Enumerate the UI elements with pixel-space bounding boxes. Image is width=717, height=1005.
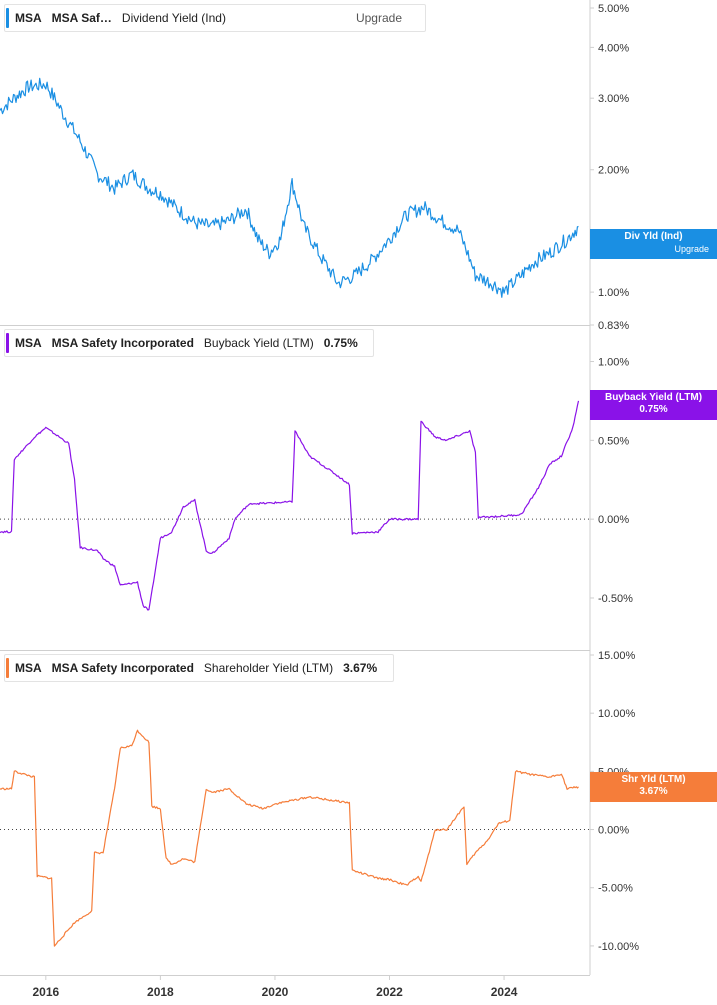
y-tick-label: 2.00% [598,165,629,177]
y-tick-label: 5.00% [598,3,629,15]
tag-label: Buyback Yield (LTM) [604,392,703,403]
series-line [0,77,579,298]
y-tick-label: -5.00% [598,883,633,895]
x-tick-label: 2022 [376,985,403,999]
tag-dividend-yield: Div Yld (Ind) Upgrade [590,229,717,259]
series-line [0,400,580,611]
legend-shareholder-yield[interactable]: MSA MSA Safety Incorporated Shareholder … [4,654,394,682]
y-tick-label: 1.00% [598,287,629,299]
tag-label: Shr Yld (LTM) [621,774,686,785]
tag-value: 0.75% [639,404,668,415]
legend-buyback-yield[interactable]: MSA MSA Safety Incorporated Buyback Yiel… [4,329,374,357]
x-tick-label: 2020 [262,985,289,999]
y-tick-label: 4.00% [598,42,629,54]
y-tick-label: 3.00% [598,93,629,105]
y-tick-label: 0.00% [598,514,629,526]
y-tick-label: 10.00% [598,708,636,720]
legend-symbol: MSA [15,336,42,350]
legend-dividend-yield[interactable]: MSA MSA Saf… Dividend Yield (Ind) Upgrad… [4,4,426,32]
y-tick-label: 0.00% [598,825,629,837]
x-tick-label: 2018 [147,985,174,999]
series-line [0,729,579,947]
legend-metric: Shareholder Yield (LTM) [203,661,334,675]
y-tick-label: -10.00% [598,941,639,953]
y-tick-label: 0.83% [598,320,629,332]
tag-shareholder-yield: Shr Yld (LTM) 3.67% [590,772,717,802]
x-tick-label: 2016 [32,985,59,999]
series-color-swatch [6,333,9,353]
series-color-swatch [6,658,9,678]
tag-value: 3.67% [639,786,668,797]
y-tick-label: -0.50% [598,593,633,605]
legend-value: 3.67% [343,661,378,675]
legend-company-name: MSA Safety Incorporated [51,336,194,350]
x-tick-label: 2024 [491,985,518,999]
series-color-swatch [6,8,9,28]
tag-buyback-yield: Buyback Yield (LTM) 0.75% [590,390,717,420]
legend-symbol: MSA [15,11,42,25]
y-tick-label: 1.00% [598,357,629,369]
legend-company-name: MSA Saf… [51,11,112,25]
legend-value: 0.75% [323,336,358,350]
legend-metric: Dividend Yield (Ind) [121,11,226,25]
upgrade-link[interactable]: Upgrade [355,11,402,25]
tag-upgrade[interactable]: Upgrade [674,244,709,254]
legend-metric: Buyback Yield (LTM) [203,336,314,350]
legend-symbol: MSA [15,661,42,675]
y-tick-label: 15.00% [598,650,636,662]
legend-company-name: MSA Safety Incorporated [51,661,194,675]
y-tick-label: 0.50% [598,435,629,447]
tag-label: Div Yld (Ind) [624,231,683,242]
